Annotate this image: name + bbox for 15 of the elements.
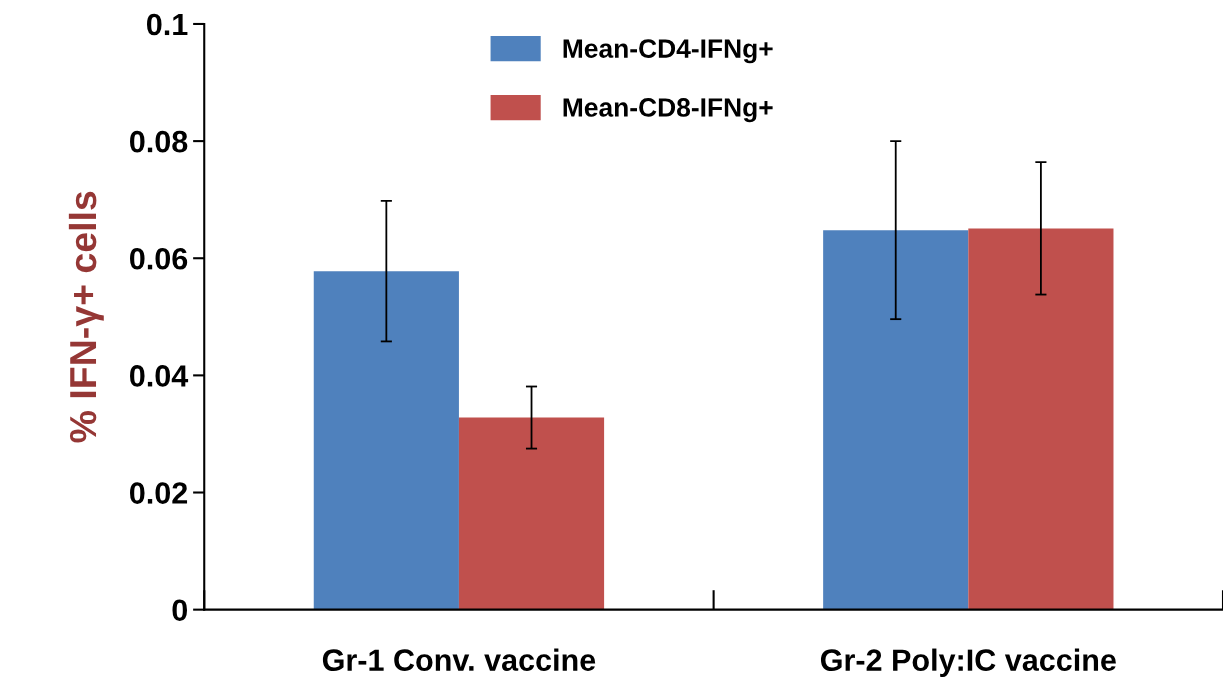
bar [458,417,605,610]
y-axis-title: % IFN-γ+ cells [68,191,104,443]
bar [313,271,459,610]
legend-label: Mean-CD4-IFNg+ [563,39,773,64]
x-tick-label: Gr-1 Conv. vaccine [322,648,596,671]
bar [968,228,1114,610]
y-tick-label: 0.08 [130,130,188,153]
bar [823,230,969,610]
y-tick-label: 0.06 [130,247,188,270]
y-tick-label: 0.1 [147,13,188,36]
x-tick-label: Gr-2 Poly:IC vaccine [820,648,1116,678]
y-tick-label: 0.04 [130,365,189,387]
legend-label: Mean-CD8-IFNg+ [563,98,773,123]
y-tick-label: 0.02 [130,482,188,504]
y-tick-label: 0 [172,599,188,622]
